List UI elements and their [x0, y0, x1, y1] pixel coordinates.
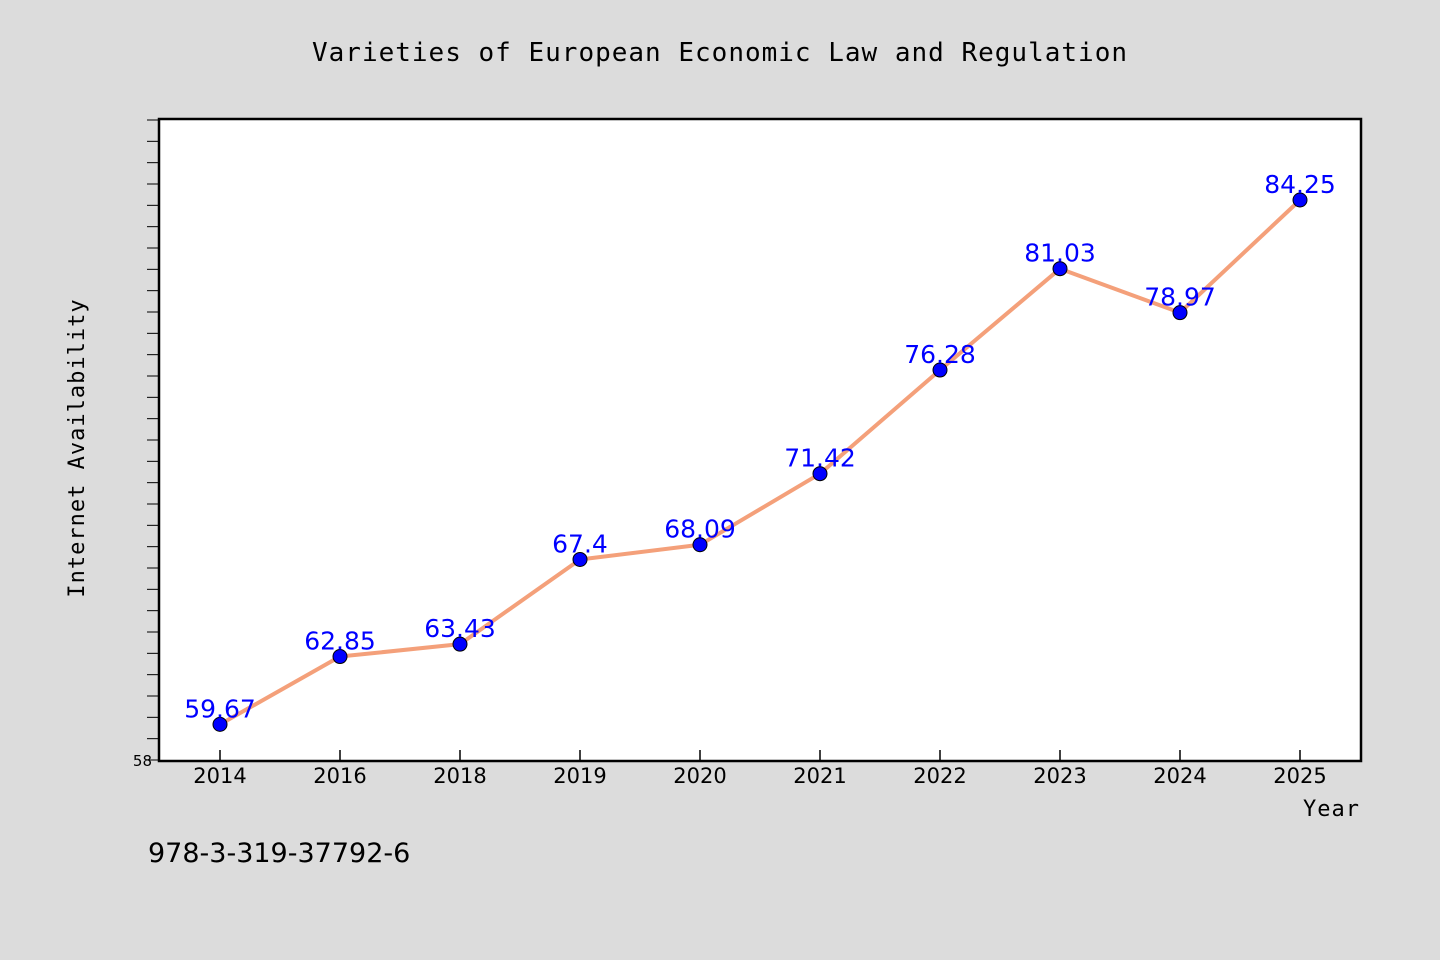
x-tick-label: 2021	[793, 764, 846, 788]
data-label: 71.42	[784, 444, 856, 473]
data-label: 63.43	[424, 614, 496, 643]
data-point	[452, 636, 468, 652]
data-labels: 59.67 62.85 63.43 67.4 68.09 71.42 76.28 81.03 7…	[184, 170, 1336, 723]
data-label: 76.28	[904, 340, 976, 369]
data-point	[1052, 261, 1068, 277]
x-tick-label: 2023	[1033, 764, 1086, 788]
data-point	[1172, 305, 1188, 321]
data-label: 59.67	[184, 694, 256, 723]
data-point	[932, 362, 948, 378]
data-label: 62.85	[304, 627, 376, 656]
x-tick-label: 2025	[1273, 764, 1326, 788]
x-tick-label: 2022	[913, 764, 966, 788]
data-label: 67.4	[552, 529, 608, 558]
data-label: 68.09	[664, 515, 736, 544]
data-label: 84.25	[1264, 170, 1336, 199]
x-tick-label: 2019	[553, 764, 606, 788]
data-point	[572, 551, 588, 567]
x-tick-label: 2016	[313, 764, 366, 788]
chart-title: Varieties of European Economic Law and R…	[312, 38, 1128, 68]
data-markers	[212, 192, 1308, 732]
data-point	[212, 716, 228, 732]
x-tick-label: 2018	[433, 764, 486, 788]
footer-isbn: 978-3-319-37792-6	[148, 838, 410, 869]
series-line	[219, 198, 1302, 727]
x-axis-label: Year	[1303, 797, 1360, 822]
y-axis-label: Internet Availability	[65, 298, 90, 597]
x-axis-tick-labels: 2014 2016 2018 2019 2020 2021 2022 2023 2024 2025	[193, 764, 1326, 788]
data-point	[332, 649, 348, 665]
x-axis-ticks	[219, 750, 1301, 760]
plot-area	[157, 117, 1363, 763]
data-point	[812, 466, 828, 482]
data-point	[1292, 192, 1308, 208]
data-point	[692, 537, 708, 553]
x-tick-label: 2020	[673, 764, 726, 788]
data-label: 78.97	[1144, 283, 1216, 312]
data-label: 81.03	[1024, 239, 1096, 268]
x-tick-label: 2024	[1153, 764, 1206, 788]
y-axis-ticks	[147, 119, 160, 761]
x-tick-label: 2014	[193, 764, 246, 788]
y-axis-tick-label: 58	[133, 752, 152, 770]
